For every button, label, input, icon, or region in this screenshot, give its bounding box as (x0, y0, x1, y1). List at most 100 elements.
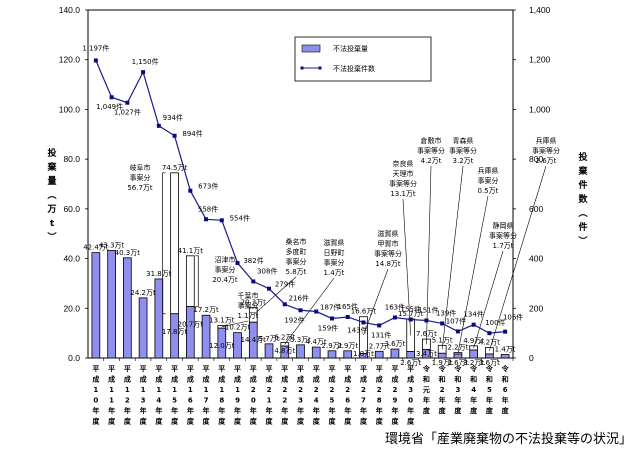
x-tick-label: 和 (501, 375, 509, 384)
bar (280, 345, 290, 359)
bar (107, 249, 116, 359)
x-tick-label: 平 (407, 365, 414, 373)
bar-label: 31.8万t (146, 270, 172, 278)
bar (453, 353, 463, 359)
x-tick-label: 平 (218, 365, 225, 373)
x-tick-label: 6 (503, 386, 508, 394)
annotation-text: 56.7万t (127, 184, 153, 192)
bar-label: 42.4万t (83, 244, 109, 252)
x-tick-label: 3 (141, 397, 146, 405)
x-tick-label: 4 (471, 386, 476, 394)
x-tick-label: 成 (313, 375, 320, 384)
count-marker (204, 217, 209, 222)
x-tick-label: 度 (266, 417, 274, 426)
x-tick-label: 和 (469, 375, 477, 384)
annotation-text: 静岡県 (493, 221, 514, 230)
x-tick-label: 和 (453, 375, 461, 384)
bar (327, 350, 337, 359)
bar-label: 12.0万t (209, 342, 235, 350)
annotation-leader (363, 268, 389, 336)
count-marker (298, 308, 303, 313)
x-tick-label: 0 (408, 397, 413, 405)
x-tick-label: 度 (92, 417, 100, 426)
annotation-text: 千葉市 (238, 291, 259, 300)
annotation-text: 2.6万t (536, 157, 557, 165)
x-tick-label: 8 (219, 397, 224, 405)
annotation-text: 事案分 (286, 257, 307, 266)
count-label: 934件 (163, 113, 183, 122)
bar-label: 1.6万t (447, 359, 468, 367)
bar-label: 1.6万t (479, 359, 500, 367)
y-left-axis-title: 棄 (46, 161, 57, 173)
x-tick-label: 度 (297, 417, 305, 426)
x-tick-label: 度 (187, 417, 195, 426)
count-label: 382件 (243, 256, 263, 265)
x-tick-label: 6 (345, 397, 350, 405)
x-tick-label: 成 (266, 375, 273, 384)
x-tick-label: 平 (171, 365, 178, 373)
count-marker (109, 95, 114, 100)
x-tick-label: 度 (155, 417, 163, 426)
count-label: 279件 (275, 280, 295, 289)
bar-label: 20.7万t (178, 321, 204, 329)
x-tick-label: 7 (204, 397, 209, 405)
x-tick-label: 平 (234, 365, 241, 373)
bar-label: 17.2万t (193, 306, 219, 314)
bar-total-label: 41.1万t (178, 247, 204, 255)
x-tick-label: 度 (250, 417, 258, 426)
x-tick-label: 和 (485, 375, 493, 384)
annotation-text: 兵庫県 (536, 136, 557, 145)
legend-bar-label: 不法投棄量 (333, 44, 368, 53)
bar (154, 278, 164, 359)
x-tick-label: 成 (171, 375, 178, 384)
bar-label: 5.3万t (290, 336, 311, 344)
annotation-text: 事案等分 (449, 146, 477, 155)
count-marker (487, 331, 492, 336)
bar (390, 348, 400, 359)
x-tick-label: 5 (487, 386, 492, 394)
count-marker (251, 279, 256, 284)
bar-label: 43.3万t (99, 241, 125, 249)
annotation-text: 事案等分 (417, 146, 445, 155)
x-tick-label: 成 (218, 375, 225, 384)
x-tick-label: 1 (141, 386, 146, 394)
x-tick-label: 成 (391, 375, 398, 384)
annotation-text: 滋賀県 (324, 238, 345, 247)
bar (311, 346, 321, 359)
x-tick-label: 2 (125, 397, 130, 405)
annotation-leader (426, 165, 432, 345)
x-tick-label: 成 (250, 375, 257, 384)
x-tick-label: 令 (438, 364, 447, 373)
count-label: 558件 (198, 204, 218, 213)
x-tick-label: 平 (313, 365, 320, 373)
count-marker (424, 318, 429, 323)
bar (437, 352, 447, 359)
x-tick-label: 平 (376, 365, 383, 373)
x-tick-label: 年 (140, 406, 147, 415)
bar (138, 297, 148, 359)
y-left-tick-label: 20.0 (63, 303, 80, 313)
x-tick-label: 年 (250, 406, 257, 415)
x-tick-label: 度 (391, 417, 399, 426)
x-tick-label: 度 (328, 417, 336, 426)
x-tick-label: 年 (297, 406, 304, 415)
y-right-axis-title: ︵ (577, 209, 587, 219)
count-label: 100件 (485, 318, 505, 327)
annotation-text: 事案分 (215, 265, 236, 274)
annotation-leader (253, 276, 297, 316)
x-tick-label: 度 (360, 417, 368, 426)
x-tick-label: 年 (218, 406, 225, 415)
x-tick-label: 成 (360, 375, 367, 384)
annotation-brace (195, 255, 199, 307)
annotation-text: 多度町 (286, 247, 307, 256)
bar-stack-segment (185, 255, 195, 307)
x-tick-label: 1 (93, 386, 98, 394)
bar (264, 343, 274, 359)
legend-marker-icon (300, 66, 304, 70)
x-tick-label: 成 (407, 375, 414, 384)
x-tick-label: 度 (203, 417, 211, 426)
count-marker (125, 100, 130, 105)
x-tick-label: 年 (187, 406, 194, 415)
annotation-text: 奈良県 (393, 159, 414, 168)
